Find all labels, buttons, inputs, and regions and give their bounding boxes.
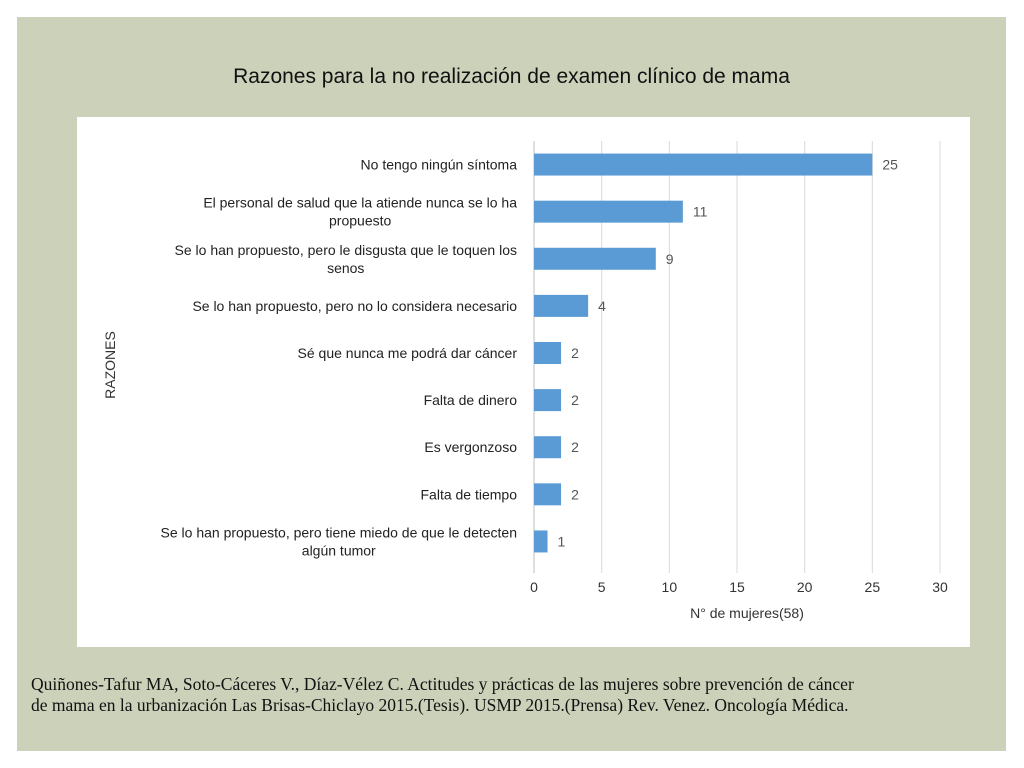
x-axis-title: N° de mujeres(58) (690, 605, 804, 621)
bar-4 (534, 294, 589, 317)
category-label-3: Se lo han propuesto, pero le disgusta qu… (175, 242, 517, 276)
data-label-9: 1 (558, 533, 566, 549)
category-label-5: Sé que nunca me podrá dar cáncer (298, 345, 518, 361)
data-label-8: 2 (571, 486, 579, 502)
citation: Quiñones-Tafur MA, Soto-Cáceres V., Díaz… (31, 674, 991, 716)
bar-2 (534, 200, 683, 223)
category-label-1: No tengo ningún síntoma (361, 157, 518, 173)
category-label-9-line-2: algún tumor (302, 542, 376, 558)
x-tick-label-30: 30 (932, 579, 948, 595)
data-label-6: 2 (571, 392, 579, 408)
bar-6 (534, 389, 562, 412)
category-label-8: Falta de tiempo (421, 486, 518, 502)
category-label-4: Se lo han propuesto, pero no lo consider… (192, 298, 517, 314)
y-axis-title: RAZONES (102, 331, 118, 399)
x-tick-label-0: 0 (530, 579, 538, 595)
data-label-4: 4 (598, 298, 606, 314)
category-label-3-line-2: senos (327, 260, 364, 276)
category-label-9: Se lo han propuesto, pero tiene miedo de… (161, 524, 517, 558)
category-label-3-line-1: Se lo han propuesto, pero le disgusta qu… (175, 242, 517, 258)
bar-8 (534, 483, 562, 506)
slide: Razones para la no realización de examen… (17, 17, 1006, 751)
slide-title: Razones para la no realización de examen… (233, 65, 790, 88)
category-label-9-line-1: Se lo han propuesto, pero tiene miedo de… (161, 524, 517, 540)
bar-3 (534, 247, 656, 270)
x-tick-label-15: 15 (729, 579, 745, 595)
category-label-2-line-1: El personal de salud que la atiende nunc… (203, 195, 517, 211)
category-label-6: Falta de dinero (424, 392, 518, 408)
chart-panel: 25 No tengo ningún síntoma 11 El personal d… (77, 117, 970, 647)
x-tick-label-20: 20 (797, 579, 813, 595)
bar-7 (534, 436, 562, 459)
citation-line-1: Quiñones-Tafur MA, Soto-Cáceres V., Díaz… (31, 674, 854, 694)
data-label-5: 2 (571, 345, 579, 361)
citation-line-2: de mama en la urbanización Las Brisas-Ch… (31, 695, 849, 715)
data-label-3: 9 (666, 251, 674, 267)
x-tick-label-25: 25 (865, 579, 881, 595)
data-label-2: 11 (693, 204, 708, 220)
x-tick-label-5: 5 (598, 579, 606, 595)
data-label-1: 25 (882, 157, 898, 173)
category-label-2: El personal de salud que la atiende nunc… (203, 195, 517, 229)
category-label-7: Es vergonzoso (424, 439, 517, 455)
bar-9 (534, 530, 548, 553)
bar-1 (534, 153, 873, 176)
category-label-2-line-2: propuesto (329, 213, 391, 229)
data-label-7: 2 (571, 439, 579, 455)
bar-5 (534, 342, 562, 364)
x-tick-label-10: 10 (662, 579, 678, 595)
